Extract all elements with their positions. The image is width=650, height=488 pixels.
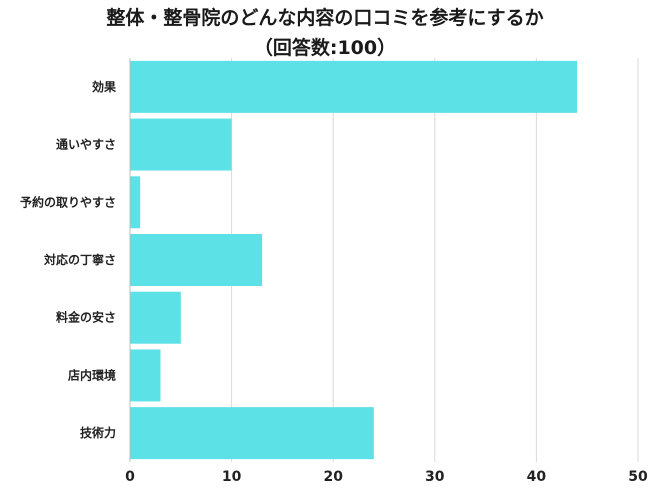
- category-label-1: 通いやすさ: [56, 137, 116, 152]
- category-label-5: 店内環境: [68, 367, 116, 382]
- category-label-2: 予約の取りやすさ: [20, 194, 116, 209]
- x-tick-label-4: 40: [527, 469, 547, 485]
- category-label-3: 対応の丁寧さ: [43, 252, 116, 267]
- bar-5: [130, 349, 161, 402]
- bar-1: [130, 118, 232, 171]
- chart-subtitle: （回答数:100）: [253, 37, 397, 59]
- bar-3: [130, 234, 263, 286]
- x-tick-label-2: 20: [323, 469, 343, 485]
- category-label-6: 技術力: [80, 425, 116, 440]
- x-tick-label-0: 0: [125, 469, 135, 485]
- chart-title: 整体・整骨院のどんな内容の口コミを参考にするか: [106, 7, 544, 29]
- x-tick-label-5: 50: [628, 469, 648, 485]
- bar-6: [130, 407, 374, 460]
- bar-2: [130, 176, 141, 229]
- category-label-4: 料金の安さ: [56, 310, 116, 325]
- bar-0: [130, 60, 578, 113]
- x-tick-label-1: 10: [222, 469, 242, 485]
- category-label-0: 効果: [92, 79, 116, 94]
- x-tick-label-3: 30: [425, 469, 445, 485]
- bar-4: [130, 291, 181, 344]
